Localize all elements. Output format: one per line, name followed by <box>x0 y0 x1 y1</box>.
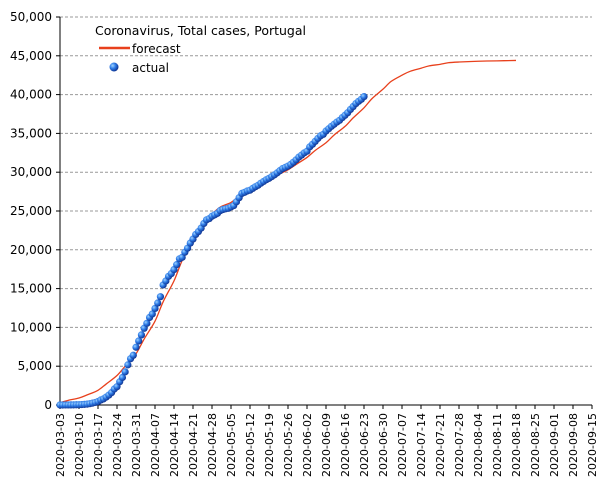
x-tick-label: 2020-07-14 <box>415 413 428 477</box>
legend: Coronavirus, Total cases, Portugal forec… <box>95 23 306 75</box>
actual-point <box>121 368 129 376</box>
y-tick-label: 25,000 <box>10 204 52 218</box>
x-tick-label: 2020-03-10 <box>73 413 86 477</box>
actual-point <box>137 331 146 339</box>
y-tick-label: 30,000 <box>10 165 52 179</box>
y-tick-label: 15,000 <box>10 282 52 296</box>
actual-point <box>124 361 132 369</box>
x-tick-label: 2020-07-07 <box>396 413 409 477</box>
legend-forecast-label: forecast <box>132 42 181 56</box>
y-tick-label: 50,000 <box>10 10 52 24</box>
x-tick-label: 2020-09-01 <box>548 413 561 477</box>
actual-point <box>154 299 162 307</box>
actual-point <box>143 319 151 327</box>
y-tick-label: 10,000 <box>10 320 52 334</box>
x-tick-label: 2020-09-08 <box>567 413 580 477</box>
x-tick-label: 2020-07-28 <box>453 413 466 477</box>
actual-point <box>135 337 143 345</box>
x-tick-label: 2020-03-24 <box>111 413 124 477</box>
y-axis-ticks: 0 5,000 10,000 15,000 20,000 25,000 30,000 35,0… <box>10 10 60 412</box>
x-tick-label: 2020-06-09 <box>320 413 333 477</box>
x-tick-label: 2020-04-07 <box>149 413 162 477</box>
x-tick-label: 2020-03-03 <box>54 413 67 477</box>
x-tick-label: 2020-05-26 <box>282 413 295 477</box>
x-tick-label: 2020-08-11 <box>491 413 504 477</box>
x-tick-label: 2020-03-17 <box>92 413 105 477</box>
x-tick-label: 2020-05-05 <box>225 413 238 477</box>
y-tick-label: 20,000 <box>10 243 52 257</box>
x-tick-label: 2020-08-18 <box>510 413 523 477</box>
y-tick-label: 35,000 <box>10 126 52 140</box>
y-tick-label: 40,000 <box>10 88 52 102</box>
actual-point <box>156 293 165 301</box>
x-tick-label: 2020-05-12 <box>244 413 257 477</box>
x-tick-label: 2020-03-31 <box>130 413 143 477</box>
x-tick-label: 2020-06-30 <box>377 413 390 477</box>
actual-point <box>132 343 140 351</box>
actual-point <box>148 310 156 318</box>
x-tick-label: 2020-09-15 <box>586 413 599 477</box>
actual-point <box>173 261 181 269</box>
x-tick-label: 2020-06-02 <box>301 413 314 477</box>
y-tick-label: 0 <box>44 398 52 412</box>
x-tick-label: 2020-07-21 <box>434 413 447 477</box>
x-tick-label: 2020-08-25 <box>529 413 542 477</box>
y-tick-label: 5,000 <box>18 359 52 373</box>
x-tick-label: 2020-04-28 <box>206 413 219 477</box>
actual-series <box>56 93 368 409</box>
x-tick-label: 2020-05-19 <box>263 413 276 477</box>
x-tick-label: 2020-04-21 <box>187 413 200 477</box>
actual-point <box>118 373 127 382</box>
actual-point <box>151 304 159 313</box>
x-tick-label: 2020-04-14 <box>168 413 181 477</box>
actual-point <box>129 351 137 359</box>
x-tick-label: 2020-06-23 <box>358 413 371 477</box>
x-tick-label: 2020-06-16 <box>339 413 352 477</box>
x-tick-label: 2020-08-04 <box>472 413 485 477</box>
x-axis-ticks: 2020-03-03 2020-03-10 2020-03-17 2020-03-24… <box>54 405 599 477</box>
chart-title: Coronavirus, Total cases, Portugal <box>95 23 306 38</box>
legend-actual-label: actual <box>132 61 169 75</box>
y-tick-label: 45,000 <box>10 49 52 63</box>
actual-point <box>360 93 368 101</box>
legend-actual-swatch <box>109 62 119 72</box>
